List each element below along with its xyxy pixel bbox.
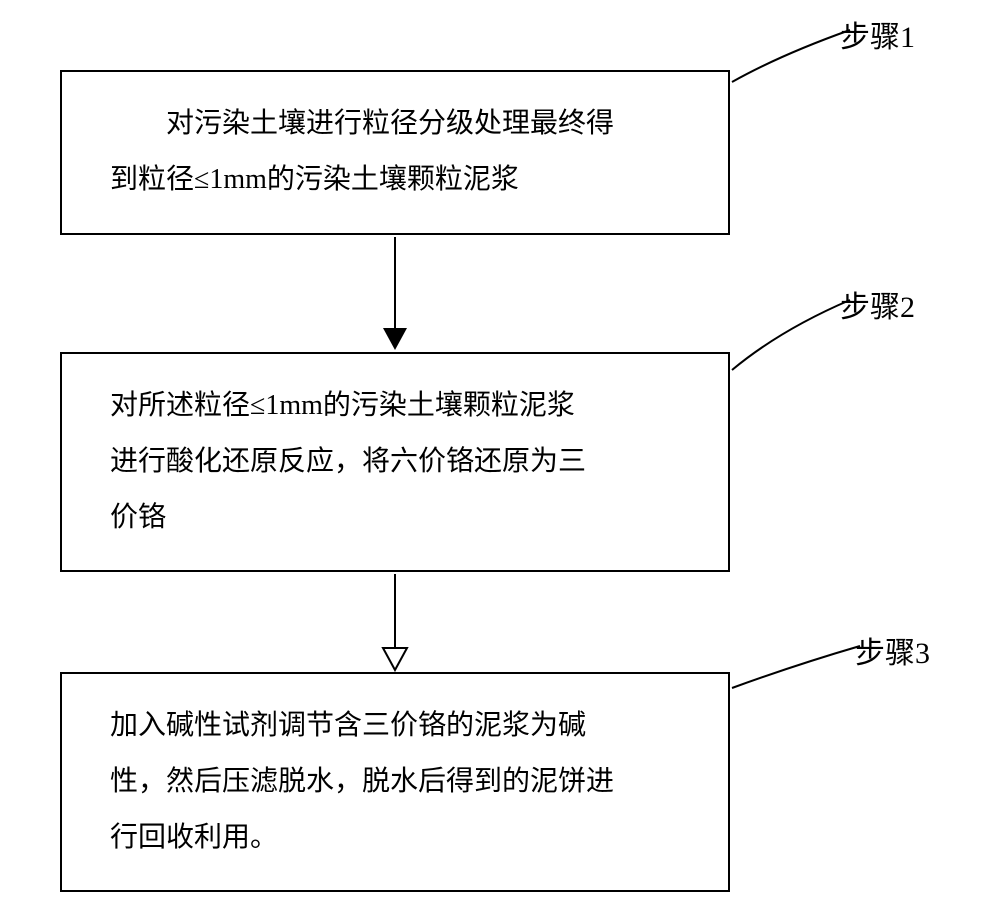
flow-arrows — [0, 0, 1000, 911]
arrow-2 — [383, 574, 407, 670]
arrow-1 — [383, 237, 407, 350]
flowchart-container: 步骤1对污染土壤进行粒径分级处理最终得到粒径≤1mm的污染土壤颗粒泥浆步骤2对所… — [0, 0, 1000, 911]
